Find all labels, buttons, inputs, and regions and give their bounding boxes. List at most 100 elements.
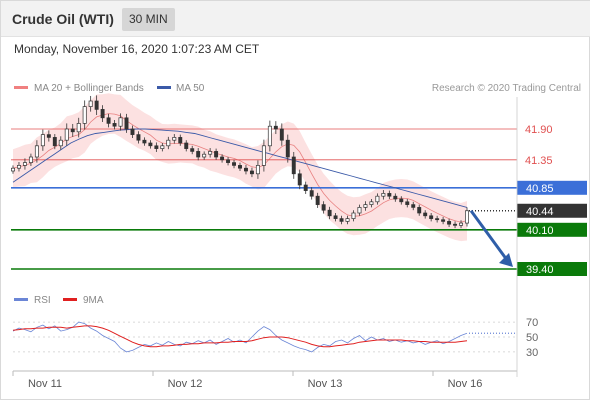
- rsi-tick-30: 30: [526, 347, 538, 359]
- candle-body: [465, 210, 469, 224]
- candle-body: [184, 142, 189, 149]
- candle-body: [309, 190, 314, 197]
- candle-body: [28, 156, 33, 163]
- candle-body: [17, 165, 21, 169]
- candle-body: [76, 123, 81, 133]
- candle-body: [423, 212, 428, 217]
- bollinger-legend-swatch: [14, 86, 28, 89]
- candle-body: [232, 162, 236, 166]
- candle-body: [327, 209, 332, 217]
- rsi-tick-70: 70: [526, 317, 538, 329]
- candle-body: [285, 139, 290, 158]
- header-bar: Crude Oil (WTI) 30 MIN: [1, 1, 590, 37]
- ma50-legend-swatch: [157, 86, 171, 89]
- bollinger-legend-label: MA 20 + Bollinger Bands: [34, 83, 144, 94]
- candle-body: [351, 212, 356, 219]
- candle-body: [267, 125, 272, 147]
- ma50-line: [12, 128, 468, 208]
- candle-body: [202, 153, 207, 158]
- level-label-39.40: 39.40: [526, 264, 554, 276]
- candle-body: [112, 123, 117, 127]
- candle-body: [363, 204, 368, 208]
- ma20-line: [12, 113, 468, 223]
- level-tag-40.10: [517, 222, 587, 237]
- level-label-40.10: 40.10: [526, 225, 554, 237]
- candle-body: [220, 156, 225, 161]
- candle-body: [154, 145, 159, 149]
- candle-body: [441, 219, 446, 222]
- rsi-ma-legend-swatch: [63, 298, 77, 301]
- rsi-legend-swatch: [14, 298, 28, 301]
- candle-body: [196, 151, 201, 158]
- level-label-41.90: 41.90: [525, 124, 553, 136]
- last-price-tag: [517, 203, 587, 218]
- candle-body: [303, 184, 308, 191]
- x-tick-1: Nov 12: [168, 378, 203, 390]
- level-tag-39.40: [517, 262, 587, 276]
- candle-body: [214, 151, 219, 158]
- candle-body: [160, 145, 165, 149]
- candle-body: [333, 215, 338, 219]
- candle-body: [369, 201, 374, 205]
- level-label-41.35: 41.35: [525, 155, 553, 167]
- x-tick-2: Nov 13: [308, 378, 343, 390]
- candle-body: [429, 215, 434, 219]
- instrument-title: Crude Oil (WTI): [12, 11, 114, 27]
- candle-body: [357, 207, 362, 214]
- level-tag-40.85: [517, 180, 587, 195]
- credit-text: Research © 2020 Trading Central: [432, 83, 581, 94]
- candle-body: [238, 165, 242, 169]
- candle-body: [11, 167, 15, 172]
- candle-body: [40, 134, 45, 147]
- forecast-arrow-shaft: [469, 209, 509, 261]
- candle-body: [339, 218, 344, 222]
- candle-body: [387, 193, 392, 197]
- level-label-40.85: 40.85: [526, 183, 554, 195]
- x-tick-0: Nov 11: [28, 378, 62, 390]
- candle-body: [130, 128, 135, 135]
- candle-body: [291, 156, 296, 175]
- rsi-legend-label: RSI: [34, 295, 51, 306]
- candle-body: [255, 165, 260, 175]
- x-tick-3: Nov 16: [448, 378, 483, 390]
- candle-body: [417, 207, 422, 214]
- candle-body: [411, 204, 416, 208]
- candle-body: [70, 128, 75, 133]
- interval-button[interactable]: 30 MIN: [122, 8, 175, 31]
- candle-body: [88, 100, 93, 107]
- candle-body: [279, 128, 284, 141]
- candle-body: [58, 139, 63, 147]
- candle-body: [106, 117, 111, 124]
- candle-body: [64, 128, 69, 141]
- candle-body: [435, 218, 440, 221]
- candle-body: [405, 201, 410, 205]
- candle-body: [315, 195, 320, 205]
- candle-body: [52, 137, 57, 147]
- rsi-ma-legend-label: 9MA: [83, 295, 104, 306]
- candle-body: [459, 222, 463, 226]
- candle-body: [190, 148, 195, 152]
- candle-body: [393, 195, 398, 200]
- candle-body: [136, 134, 141, 141]
- candle-body: [172, 137, 177, 141]
- candle-body: [321, 204, 326, 211]
- forecast-arrow-head: [499, 253, 513, 267]
- candle-body: [34, 145, 39, 158]
- timestamp: Monday, November 16, 2020 1:07:23 AM CET: [14, 42, 260, 56]
- candle-body: [178, 137, 183, 144]
- candle-body: [100, 109, 105, 119]
- candle-body: [447, 221, 452, 225]
- candle-body: [82, 106, 87, 124]
- candle-body: [208, 151, 213, 155]
- candle-body: [124, 117, 129, 130]
- ma50-legend-label: MA 50: [176, 83, 205, 94]
- rsi-tick-50: 50: [526, 332, 538, 344]
- candle-body: [249, 170, 254, 175]
- candle-body: [22, 162, 27, 166]
- candle-body: [244, 167, 248, 172]
- last-price-label: 40.44: [526, 206, 554, 218]
- candle-body: [94, 100, 99, 110]
- candle-body: [453, 223, 458, 226]
